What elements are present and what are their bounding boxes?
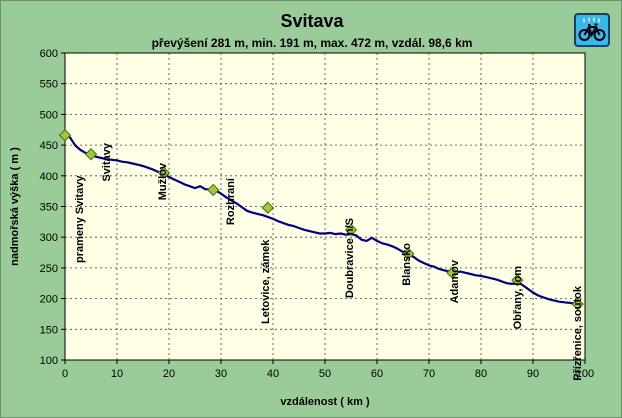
y-tick-label: 550 [40, 79, 58, 91]
place-label: Mužlov [157, 162, 169, 200]
y-axis-title: nadmořská výška ( m ) [9, 147, 21, 266]
elevation-marker [157, 166, 171, 179]
elevation-marker [446, 266, 459, 280]
x-tick-label: 70 [423, 368, 435, 380]
bicycle-icon [574, 13, 610, 47]
elevation-marker [344, 223, 358, 237]
x-tick-label: 100 [576, 368, 594, 380]
place-label: Svitavy [101, 142, 113, 181]
place-label: Adamov [449, 259, 461, 303]
elevation-marker [511, 273, 524, 287]
y-tick-label: 200 [40, 294, 58, 306]
elevation-marker [401, 247, 415, 260]
x-tick-label: 10 [111, 368, 123, 380]
place-label: Letovice, zámek [260, 239, 272, 324]
x-tick-label: 60 [371, 368, 383, 380]
y-tick-label: 100 [40, 355, 58, 367]
y-tick-label: 350 [40, 202, 58, 214]
elevation-line [64, 133, 578, 306]
chart-subtitle: převýšení 281 m, min. 191 m, max. 472 m,… [151, 36, 473, 50]
x-tick-label: 30 [215, 368, 227, 380]
x-tick-label: 0 [62, 368, 68, 380]
x-tick-label: 40 [267, 368, 279, 380]
elevation-marker [571, 297, 584, 311]
x-axis-title: vzdálenost ( km ) [280, 396, 370, 408]
place-label: prameny Svitavy [74, 175, 86, 263]
elevation-marker [261, 201, 275, 214]
y-tick-label: 300 [40, 232, 58, 244]
place-label: Rozhraní [225, 177, 237, 225]
elevation-marker [84, 148, 98, 161]
y-tick-label: 450 [40, 140, 58, 152]
x-tick-label: 50 [319, 368, 331, 380]
y-tick-label: 600 [40, 48, 58, 60]
y-tick-label: 500 [40, 109, 58, 121]
y-tick-label: 250 [40, 263, 58, 275]
elevation-marker [58, 129, 72, 142]
elevation-marker [206, 183, 220, 197]
place-label: Obřany, Iom [512, 266, 524, 330]
chart-title: Svitava [280, 11, 344, 31]
place-label: Blansko [401, 243, 413, 286]
place-label: Přízřenice, soutok [572, 285, 584, 381]
y-tick-label: 150 [40, 324, 58, 336]
x-tick-label: 80 [475, 368, 487, 380]
place-label: Doubravice n/S [344, 218, 356, 298]
x-tick-label: 20 [163, 368, 175, 380]
y-tick-label: 400 [40, 171, 58, 183]
x-tick-label: 90 [527, 368, 539, 380]
